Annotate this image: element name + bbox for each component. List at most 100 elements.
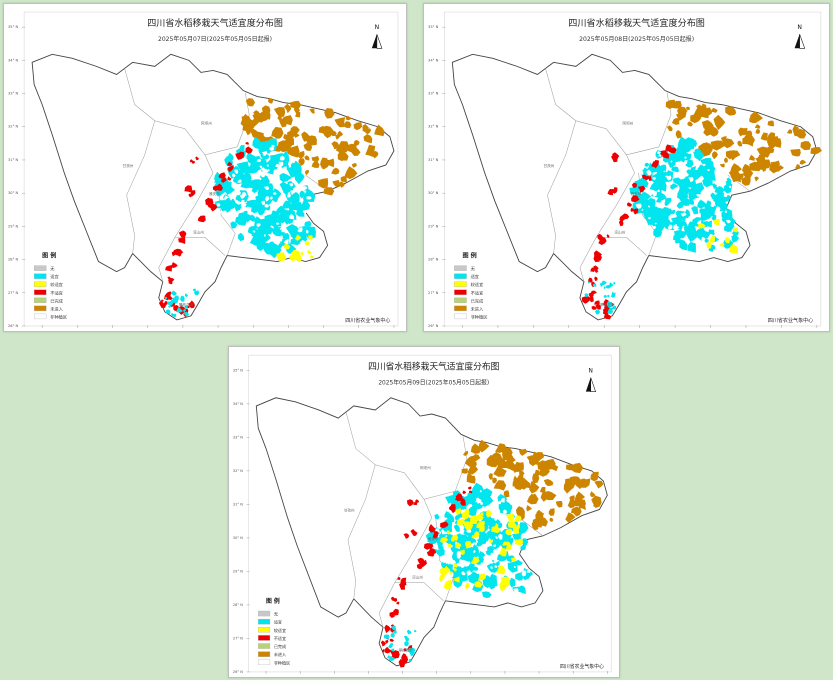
lat-tick-label: 32° N <box>233 469 243 473</box>
lat-tick-label: 26° N <box>428 324 439 328</box>
lat-tick-label: 28° N <box>8 258 19 262</box>
lat-tick-label: 33° N <box>233 435 243 439</box>
legend-label: 无 <box>471 266 476 272</box>
north-label: N <box>797 24 802 31</box>
legend-swatch <box>454 265 467 271</box>
legend-swatch <box>454 281 467 287</box>
legend-label: 适宜 <box>50 273 58 280</box>
legend-swatch <box>258 627 271 633</box>
producer-label: 四川省农业气象中心 <box>768 317 813 324</box>
lat-tick-label: 28° N <box>233 603 243 607</box>
lat-tick-label: 34° N <box>8 58 19 62</box>
legend-label: 已完成 <box>471 297 484 304</box>
legend-swatch <box>454 289 467 295</box>
north-label: N <box>375 24 379 31</box>
lat-tick-label: 29° N <box>233 569 243 573</box>
lat-tick-label: 27° N <box>233 636 243 640</box>
lat-tick-label: 27° N <box>8 291 19 295</box>
region-label: 凉山州 <box>412 574 423 579</box>
lat-tick-label: 31° N <box>8 158 19 162</box>
lat-tick-label: 28° N <box>428 258 439 262</box>
lat-tick-label: 34° N <box>428 58 439 62</box>
north-arrow-icon: N <box>585 367 597 392</box>
lat-tick-label: 32° N <box>8 125 19 129</box>
lat-tick-label: 31° N <box>233 502 243 506</box>
map-title: 四川省水稻移栽天气适宜度分布图 <box>147 17 283 29</box>
region-label: 攀枝花市 <box>600 302 615 307</box>
region-label: 攀枝花市 <box>179 302 194 307</box>
region-label: 凉山州 <box>193 229 204 234</box>
legend-label: 无 <box>50 266 55 272</box>
legend-label: 无 <box>274 611 278 616</box>
map-svg: 四川省水稻移栽天气适宜度分布图 2025年05月07日(2025年05月05日起报… <box>8 11 399 328</box>
legend-swatch <box>33 281 47 287</box>
legend-swatch <box>454 313 467 320</box>
region-label: 雅安市 <box>209 191 220 196</box>
map-panel-0509: 四川省水稻移栽天气适宜度分布图 2025年05月09日(2025年05月05日起报… <box>228 346 620 678</box>
map-title: 四川省水稻移栽天气适宜度分布图 <box>568 17 705 29</box>
lat-tick-label: 32° N <box>428 125 439 129</box>
legend-title: 图 例 <box>462 252 476 260</box>
legend-swatch <box>258 659 271 665</box>
legend-title: 图 例 <box>266 597 280 605</box>
lat-tick-label: 29° N <box>8 224 19 228</box>
lat-tick-label: 35° N <box>233 368 243 372</box>
legend-label: 未进入 <box>274 651 287 657</box>
legend-swatch <box>258 651 271 657</box>
legend-swatch <box>454 273 467 279</box>
legend-swatch <box>258 643 271 649</box>
lat-tick-label: 30° N <box>428 191 439 195</box>
legend-label: 不适宜 <box>50 289 63 296</box>
legend-label: 已完成 <box>274 643 286 649</box>
north-arrow-icon: N <box>794 24 806 49</box>
legend-swatch <box>258 618 271 625</box>
region-label: 阿坝州 <box>622 121 633 126</box>
map-svg: 四川省水稻移栽天气适宜度分布图 2025年05月09日(2025年05月05日起报… <box>233 354 614 677</box>
lat-tick-label: 29° N <box>428 224 439 228</box>
legend-swatch <box>33 273 47 279</box>
lat-tick-label: 26° N <box>8 324 19 328</box>
map-svg: 四川省水稻移栽天气适宜度分布图 2025年05月08日(2025年05月05日起报… <box>428 11 822 328</box>
north-arrow-icon: N <box>371 24 383 49</box>
region-label: 阿坝州 <box>420 465 431 470</box>
legend-swatch <box>454 297 467 303</box>
lat-tick-label: 30° N <box>8 191 19 195</box>
lat-tick-label: 31° N <box>428 158 439 162</box>
producer-label: 四川省农业气象中心 <box>345 317 390 324</box>
lat-tick-label: 35° N <box>8 25 19 29</box>
map-panel-0507: 四川省水稻移栽天气适宜度分布图 2025年05月07日(2025年05月05日起报… <box>3 3 407 332</box>
legend-label: 较适宜 <box>274 627 286 633</box>
lat-tick-label: 27° N <box>428 291 439 295</box>
map-title: 四川省水稻移栽天气适宜度分布图 <box>368 360 499 372</box>
legend-label: 已完成 <box>50 297 63 304</box>
region-label: 雅安市 <box>631 191 642 196</box>
legend-label: 非种植区 <box>274 659 290 665</box>
region-label: 甘孜州 <box>123 163 134 168</box>
legend-label: 未进入 <box>50 305 63 312</box>
legend-swatch <box>258 610 271 617</box>
legend-label: 较适宜 <box>471 281 484 288</box>
region-label: 攀枝花市 <box>399 648 413 653</box>
legend-swatch <box>33 265 47 271</box>
lat-tick-label: 26° N <box>233 670 243 674</box>
lat-tick-label: 34° N <box>233 402 243 406</box>
legend-label: 未进入 <box>471 305 484 312</box>
region-label: 甘孜州 <box>543 163 554 168</box>
map-panel-0508: 四川省水稻移栽天气适宜度分布图 2025年05月08日(2025年05月05日起报… <box>423 3 830 332</box>
lat-tick-label: 33° N <box>8 92 19 96</box>
lat-tick-label: 30° N <box>233 536 243 540</box>
legend-swatch <box>258 635 271 641</box>
region-label: 凉山州 <box>614 229 625 234</box>
region-label: 雅安市 <box>428 536 439 541</box>
legend-label: 非种植区 <box>50 313 67 320</box>
legend-swatch <box>454 305 467 312</box>
legend-label: 较适宜 <box>50 281 63 288</box>
lat-tick-label: 35° N <box>428 25 439 29</box>
legend-label: 非种植区 <box>471 313 488 320</box>
legend-label: 不适宜 <box>471 289 484 296</box>
map-subtitle: 2025年05月07日(2025年05月05日起报) <box>158 35 272 43</box>
legend-swatch <box>33 313 47 320</box>
legend-label: 适宜 <box>471 273 479 280</box>
legend-swatch <box>33 305 47 312</box>
legend-label: 适宜 <box>274 619 282 625</box>
